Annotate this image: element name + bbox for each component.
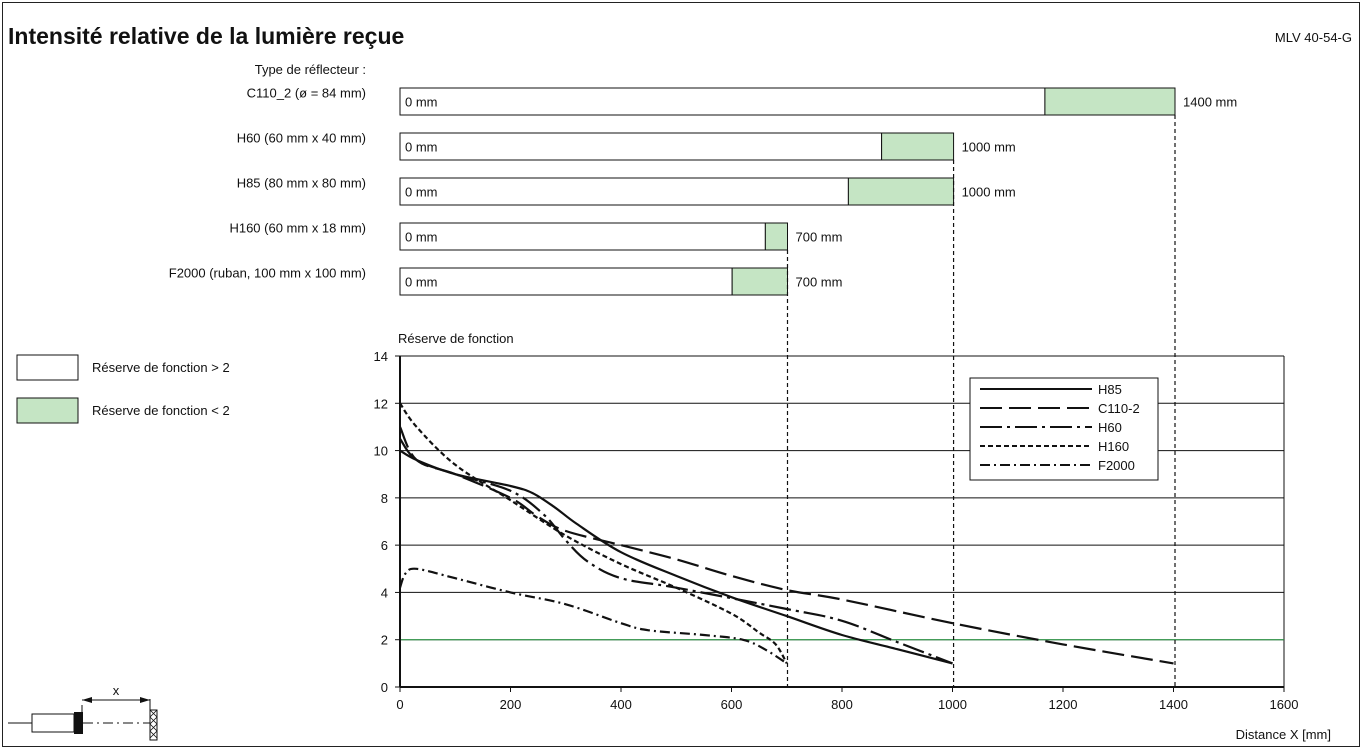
range-bar-white <box>399 87 1046 116</box>
reflector-bars: C110_2 (ø = 84 mm) 0 mm 1400 mm H60 (60 mm … <box>169 86 1237 296</box>
series-legend-entries: H85 C110-2 H60 H160 F2000 <box>980 382 1140 473</box>
x-axis-label: Distance X [mm] <box>1236 727 1331 742</box>
legend-label-reserve-low: Réserve de fonction < 2 <box>92 403 230 418</box>
y-axis-label: Réserve de fonction <box>398 331 514 346</box>
range-bar-white <box>399 177 849 206</box>
x-tick-label: 1000 <box>938 697 967 712</box>
reflector-label: C110_2 (ø = 84 mm) <box>247 86 366 101</box>
range-start-label: 0 mm <box>405 140 438 155</box>
legend-label-h60: H60 <box>1098 420 1122 435</box>
sensor-diagram: x <box>8 683 158 741</box>
y-tick-label: 8 <box>381 491 388 506</box>
dimension-arrow-right-icon <box>140 697 150 703</box>
range-end-label: 700 mm <box>796 230 843 245</box>
y-tick-label: 6 <box>381 538 388 553</box>
legend-label-h160: H160 <box>1098 439 1129 454</box>
range-end-label: 1000 mm <box>962 185 1016 200</box>
series-h60-line <box>399 438 953 665</box>
range-start-label: 0 mm <box>405 185 438 200</box>
x-tick-label: 400 <box>610 697 632 712</box>
reflector-label: H85 (80 mm x 80 mm) <box>237 176 366 191</box>
range-start-label: 0 mm <box>405 275 438 290</box>
series-h160-line <box>399 402 788 664</box>
range-bar-green <box>1044 87 1176 116</box>
legend-box-reserve-low <box>16 397 79 424</box>
range-end-label: 1400 mm <box>1183 95 1237 110</box>
reflector-icon <box>149 709 158 741</box>
range-bar-green <box>881 132 955 161</box>
range-bar-white <box>399 222 766 251</box>
x-tick-label: 600 <box>721 697 743 712</box>
chart-title: Intensité relative de la lumière reçue <box>8 23 404 49</box>
range-bar-green <box>847 177 955 206</box>
x-tick-label: 1600 <box>1270 697 1299 712</box>
legend-label-c110-2: C110-2 <box>1098 401 1140 416</box>
sensor-lens-icon <box>74 712 83 734</box>
sensor-body-icon <box>31 713 75 733</box>
legend-label-h85: H85 <box>1098 382 1122 397</box>
y-tick-label: 14 <box>374 349 388 364</box>
series-c110-2-line <box>398 426 1174 665</box>
dimension-label: x <box>113 683 120 698</box>
range-end-label: 700 mm <box>796 275 843 290</box>
legend-box-reserve-high <box>16 354 79 381</box>
model-label: MLV 40-54-G <box>1275 30 1352 45</box>
x-tick-label: 800 <box>831 697 853 712</box>
legend-label-reserve-high: Réserve de fonction > 2 <box>92 360 230 375</box>
y-tick-label: 2 <box>381 633 388 648</box>
x-tick-label: 1400 <box>1159 697 1188 712</box>
y-tick-label: 4 <box>381 585 388 600</box>
range-start-label: 0 mm <box>405 95 438 110</box>
chart-ticks: 0 200 400 600 800 1000 1200 1400 1600 0 2 4 6 8 10 12 14 <box>374 349 1299 712</box>
series-f2000-line <box>398 567 788 665</box>
x-tick-label: 0 <box>396 697 403 712</box>
reflector-label: H160 (60 mm x 18 mm) <box>229 221 366 236</box>
y-tick-label: 10 <box>374 444 388 459</box>
legend-label-f2000: F2000 <box>1098 458 1135 473</box>
range-bar-green <box>731 267 789 296</box>
x-tick-label: 1200 <box>1049 697 1078 712</box>
range-start-label: 0 mm <box>405 230 438 245</box>
range-bar-green <box>764 222 788 251</box>
series-legend <box>969 377 1159 481</box>
reflector-label: H60 (60 mm x 40 mm) <box>237 131 366 146</box>
range-bar-white <box>399 132 883 161</box>
range-bar-white <box>399 267 733 296</box>
x-tick-label: 200 <box>500 697 522 712</box>
reflector-header: Type de réflecteur : <box>255 62 366 77</box>
chart-series <box>398 402 1174 665</box>
range-guide-lines <box>786 115 1176 687</box>
y-tick-label: 0 <box>381 680 388 695</box>
y-tick-label: 12 <box>374 396 388 411</box>
dimension-arrow-left-icon <box>82 697 92 703</box>
range-end-label: 1000 mm <box>962 140 1016 155</box>
reflector-label: F2000 (ruban, 100 mm x 100 mm) <box>169 266 366 281</box>
